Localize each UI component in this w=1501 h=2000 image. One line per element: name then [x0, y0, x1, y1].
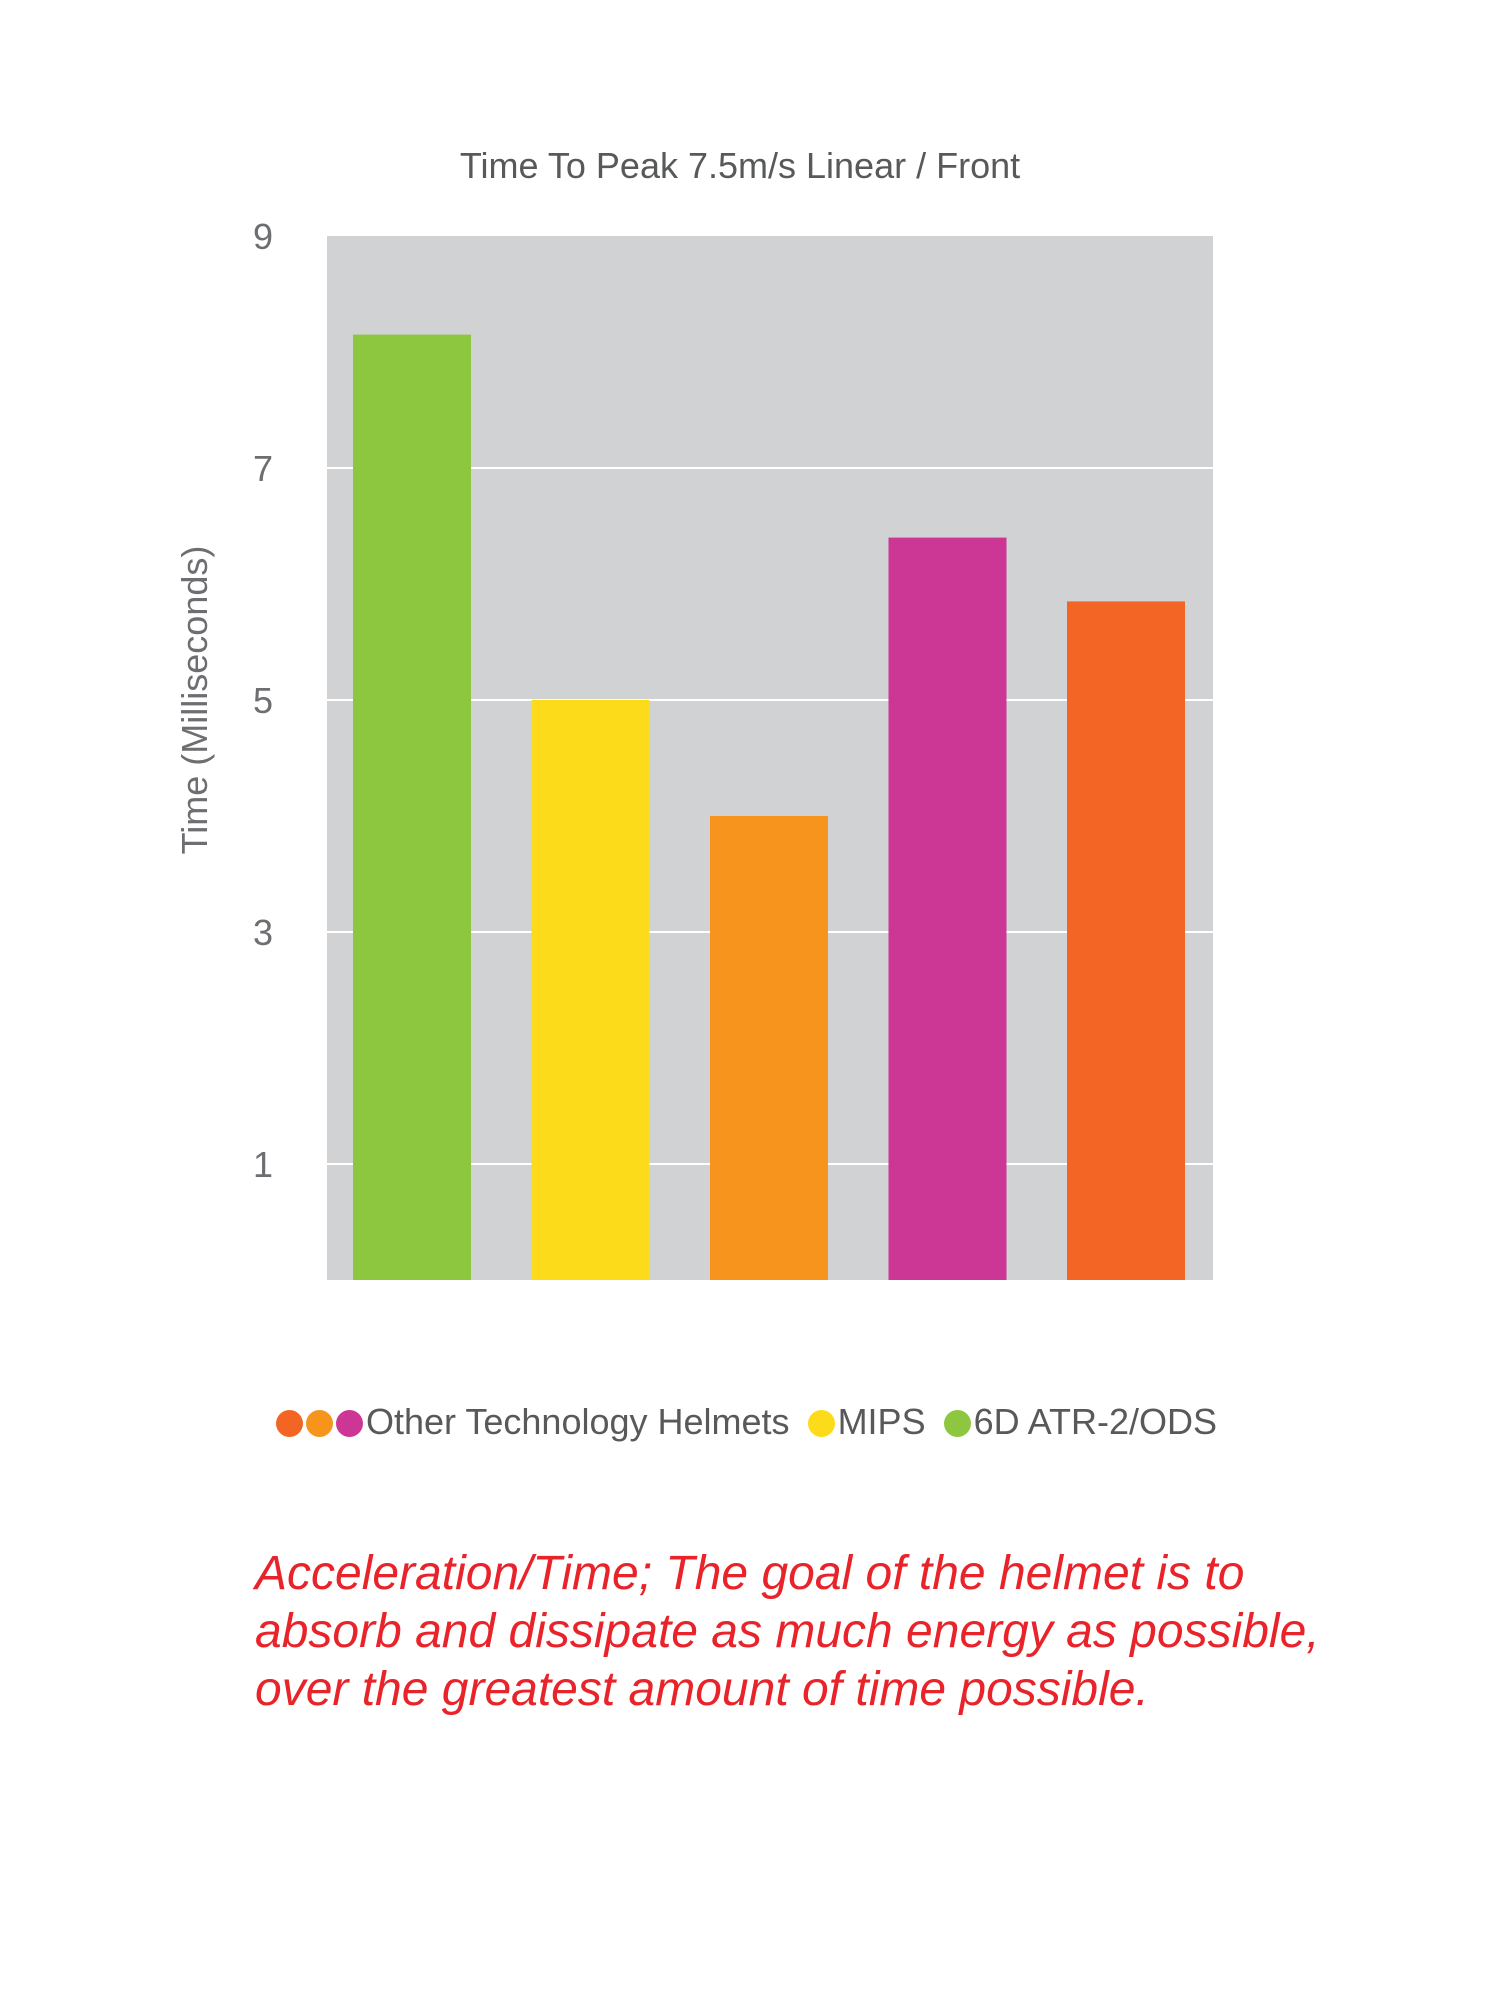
chart-title: Time To Peak 7.5m/s Linear / Front: [460, 145, 1020, 186]
caption-line-1: Acceleration/Time; The goal of the helme…: [255, 1547, 1245, 1600]
legend-dot-yellow: [807, 1410, 835, 1437]
y-axis-label: Time (Milliseconds): [174, 546, 215, 855]
bars: [353, 334, 1185, 1281]
bar-2: [531, 700, 650, 1280]
y-tick-label: 7: [253, 448, 273, 489]
legend-label-mips: MIPS: [837, 1401, 926, 1442]
y-tick-labels: 1 3 5 7 9: [253, 216, 273, 1185]
y-tick-label: 3: [253, 912, 273, 953]
caption-line-2: absorb and dissipate as much energy as p…: [255, 1605, 1320, 1658]
bar-5: [1067, 601, 1185, 1280]
y-tick-label: 9: [253, 216, 273, 257]
legend-dot-green: [943, 1410, 971, 1437]
legend-label-6d: 6D ATR-2/ODS: [973, 1401, 1217, 1442]
legend-entry-other: Other Technology Helmets: [276, 1397, 790, 1447]
bar-1: [353, 334, 471, 1281]
bar-3: [710, 816, 828, 1280]
caption: Acceleration/Time; The goal of the helme…: [255, 1545, 1405, 1719]
legend-dot-orange-red: [276, 1410, 303, 1437]
bar-4: [888, 537, 1007, 1280]
legend: Other Technology Helmets MIPS 6D ATR-2/O…: [0, 1397, 1501, 1447]
y-tick-label: 1: [253, 1144, 273, 1185]
legend-entry-mips: MIPS: [807, 1397, 926, 1447]
legend-entry-6d: 6D ATR-2/ODS: [943, 1397, 1217, 1447]
legend-dot-magenta: [336, 1410, 363, 1437]
legend-label-other: Other Technology Helmets: [366, 1401, 790, 1442]
caption-line-3: over the greatest amount of time possibl…: [255, 1663, 1149, 1716]
y-tick-label: 5: [253, 680, 273, 721]
legend-dot-orange: [306, 1410, 333, 1437]
